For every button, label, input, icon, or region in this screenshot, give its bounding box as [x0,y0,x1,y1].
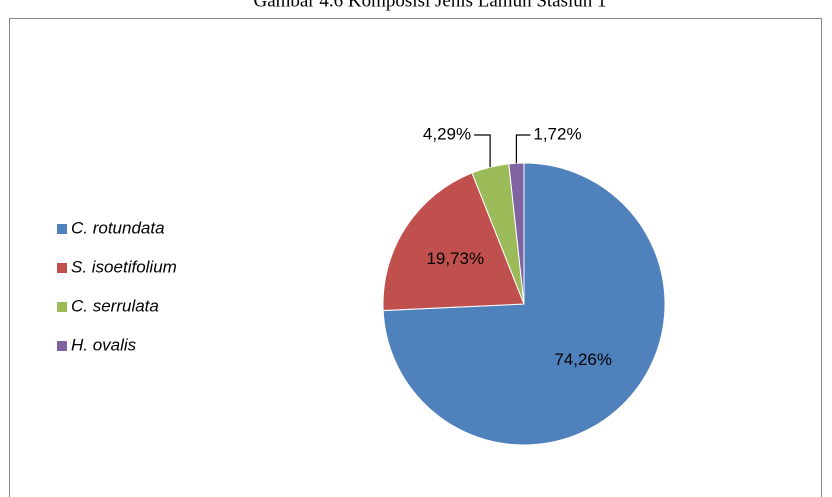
pie-slice [508,162,525,305]
legend-swatch [57,302,67,312]
chart-title: Gambar 4.6 Komposisi Jenis Lamun Stasiun… [253,0,606,11]
leader-line [474,134,491,168]
data-label: 19,73% [426,249,484,268]
pie-slice [382,172,525,312]
legend-swatch [57,224,67,234]
data-label: 4,29% [423,124,471,143]
legend-swatch [57,341,67,351]
legend-label: H. ovalis [71,335,137,354]
legend-label: C. rotundata [71,218,165,237]
legend-label: S. isoetifolium [71,257,177,276]
data-label: 1,72% [533,124,581,143]
leader-line [515,134,531,164]
legend-label: C. serrulata [71,296,159,315]
data-label: 74,26% [554,350,612,369]
legend-swatch [57,263,67,273]
